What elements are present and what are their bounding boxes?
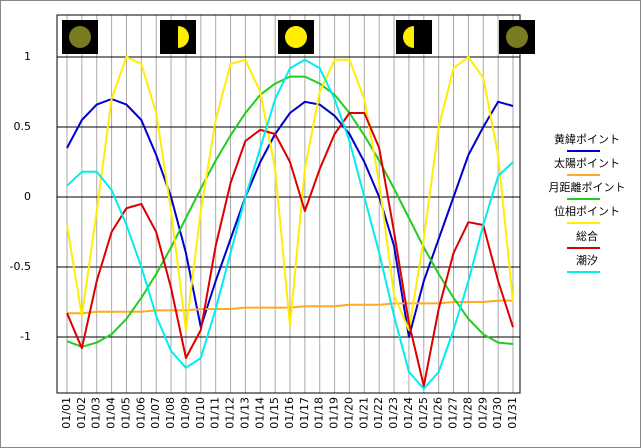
x-tick-label: 01/09 [179, 397, 192, 429]
series-line [66, 112, 514, 387]
x-tick-label: 01/12 [224, 397, 237, 429]
y-tick-label: 0.5 [14, 120, 32, 133]
x-tick-label: 01/06 [134, 397, 147, 429]
plot-border [56, 14, 521, 394]
x-tick-label: 01/31 [506, 397, 519, 429]
x-tick-label: 01/22 [372, 397, 385, 429]
x-tick-label: 01/24 [402, 397, 415, 429]
x-tick-label: 01/03 [90, 397, 103, 429]
x-tick-label: 01/18 [313, 397, 326, 429]
x-tick-label: 01/14 [253, 397, 266, 429]
x-tick-label: 01/21 [357, 397, 370, 429]
x-tick-label: 01/13 [238, 397, 251, 429]
series-line [67, 299, 513, 315]
legend-label: 月距離ポイント [549, 180, 626, 194]
x-tick-label: 01/17 [298, 397, 311, 429]
x-tick-label: 01/27 [447, 397, 460, 429]
x-tick-label: 01/01 [60, 397, 73, 429]
y-tick-label: 1 [24, 50, 31, 63]
x-tick-label: 01/10 [194, 397, 207, 429]
moon-icon [285, 26, 307, 48]
series-line [66, 56, 514, 331]
x-tick-label: 01/19 [328, 397, 341, 429]
x-tick-label: 01/26 [432, 397, 445, 429]
moon-icon [506, 26, 528, 48]
y-tick-label: 0 [24, 190, 31, 203]
series-line [66, 75, 514, 348]
x-tick-label: 01/11 [209, 397, 222, 429]
series-line [66, 98, 514, 338]
x-tick-label: 01/08 [164, 397, 177, 429]
x-tick-label: 01/04 [105, 397, 118, 429]
moon-icon [178, 26, 189, 48]
legend-label: 太陽ポイント [554, 157, 620, 170]
x-tick-label: 01/15 [268, 397, 281, 429]
x-tick-label: 01/29 [476, 397, 489, 429]
x-tick-label: 01/20 [342, 397, 355, 429]
x-tick-label: 01/07 [149, 397, 162, 429]
x-tick-label: 01/02 [75, 397, 88, 429]
legend-label: 総合 [576, 229, 598, 243]
legend-label: 潮汐 [576, 253, 598, 267]
x-tick-label: 01/30 [491, 397, 504, 429]
x-tick-label: 01/16 [283, 397, 296, 429]
y-tick-label: -0.5 [10, 260, 31, 273]
x-tick-label: 01/23 [387, 397, 400, 429]
moon-icon [403, 26, 414, 48]
x-tick-label: 01/25 [417, 397, 430, 429]
y-tick-label: -1 [20, 330, 31, 343]
legend-label: 位相ポイント [554, 204, 620, 218]
legend-label: 黄緯ポイント [554, 132, 620, 146]
x-tick-label: 01/05 [119, 397, 132, 429]
moon-icons [62, 20, 535, 54]
plot-area: 01/01 01/02 01/03 01/04 01/05 01/06 01/07 01/08… [10, 14, 521, 429]
moon-icon [69, 26, 91, 48]
x-tick-label: 01/28 [461, 397, 474, 429]
series-line [66, 58, 514, 390]
